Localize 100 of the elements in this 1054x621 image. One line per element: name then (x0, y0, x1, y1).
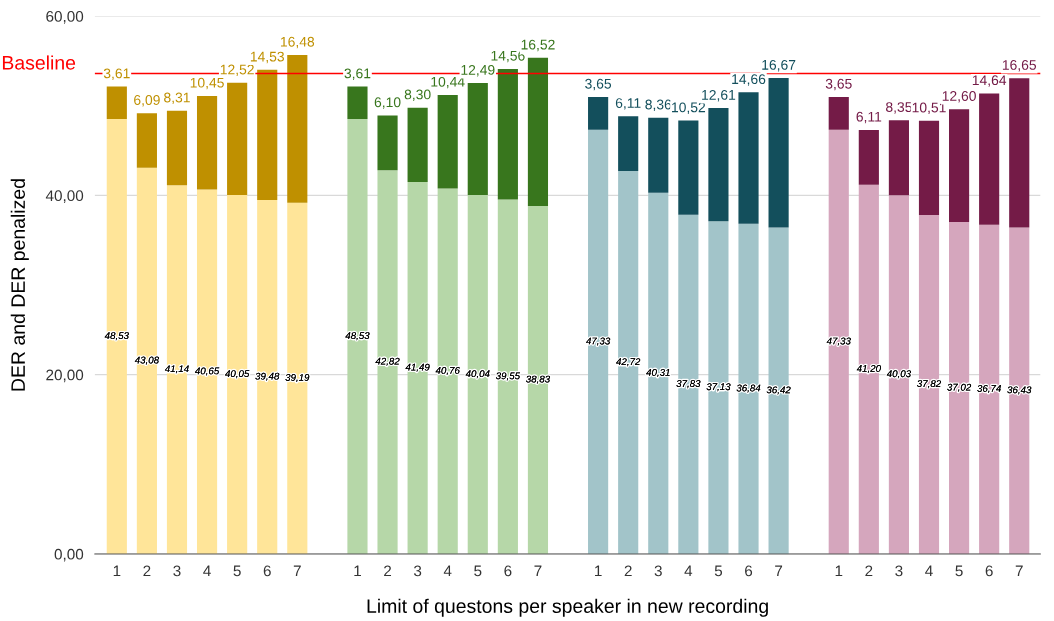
data-label: 40,03 (886, 370, 911, 379)
bar (858, 129, 879, 185)
bar (918, 120, 940, 215)
data-label: 8,35 (886, 102, 912, 114)
data-label: 39,48 (255, 372, 280, 381)
x-tick-label: 5 (474, 565, 482, 577)
data-label: 47,33 (826, 337, 851, 346)
bar (1009, 227, 1030, 554)
data-label: 6,10 (374, 97, 401, 109)
x-tick-label: 2 (384, 565, 392, 577)
data-label: 8,36 (645, 99, 672, 112)
bar (738, 223, 759, 554)
data-label: 3,65 (825, 78, 852, 91)
y-tick-label: 60,00 (46, 11, 84, 24)
x-tick-label: 3 (173, 565, 181, 577)
data-label: 39,19 (285, 374, 310, 383)
bar (828, 96, 849, 130)
bar (166, 110, 188, 186)
data-label: 47,33 (586, 337, 611, 346)
bar (979, 224, 1000, 554)
data-label: 38,83 (526, 375, 551, 384)
bar (768, 78, 789, 228)
bar (588, 129, 609, 554)
data-label: 40,65 (194, 367, 220, 376)
bar (618, 116, 639, 172)
bar (858, 184, 879, 554)
data-label: 36,42 (766, 386, 791, 395)
data-label: 41,49 (405, 363, 430, 372)
bar (949, 109, 970, 223)
data-label: 6,11 (856, 111, 882, 124)
bar (979, 93, 1000, 225)
data-label: 14,56 (491, 50, 525, 63)
data-label: 10,45 (190, 77, 224, 90)
data-label: 39,55 (495, 372, 521, 381)
data-label: 12,52 (220, 64, 254, 77)
data-label: 3,61 (103, 68, 130, 80)
data-label: 42,72 (616, 358, 641, 367)
bar (287, 54, 308, 203)
x-tick-label: 1 (354, 565, 361, 577)
x-tick-label: 5 (955, 565, 963, 577)
bar (347, 118, 368, 554)
x-axis-title: Limit of questons per speaker in new recording (367, 598, 768, 617)
bar (618, 171, 639, 554)
x-tick-label: 7 (775, 565, 783, 577)
data-label: 16,48 (280, 36, 315, 49)
data-label: 40,31 (646, 369, 670, 378)
data-label: 36,74 (977, 385, 1001, 394)
x-tick-label: 4 (443, 565, 452, 577)
data-label: 6,09 (134, 95, 160, 107)
ref-line-label: Baseline (2, 55, 76, 70)
data-label: 40,76 (435, 366, 460, 376)
bar (888, 195, 909, 554)
x-tick-label: 7 (534, 565, 542, 577)
bar (257, 69, 278, 201)
bar (708, 221, 729, 554)
bar (738, 92, 759, 224)
data-label: 40,04 (465, 370, 490, 379)
y-axis-title: DER and DER penalized (10, 179, 29, 391)
data-label: 10,44 (431, 76, 465, 89)
y-tick-label: 40,00 (45, 190, 84, 203)
data-label: 10,52 (672, 102, 706, 114)
bar (377, 115, 398, 171)
bar (648, 117, 669, 193)
bar (678, 120, 699, 215)
data-label: 41,14 (164, 365, 189, 374)
y-tick-label: 0,00 (54, 548, 84, 562)
bar (497, 68, 518, 200)
x-tick-label: 1 (835, 565, 843, 577)
x-tick-label: 2 (624, 565, 632, 577)
x-tick-label: 4 (684, 565, 693, 577)
data-label: 41,20 (856, 365, 881, 374)
bar (407, 182, 428, 554)
data-label: 14,53 (250, 51, 284, 64)
data-label: 12,61 (702, 89, 736, 102)
x-tick-label: 7 (293, 565, 301, 577)
bar (287, 202, 308, 554)
data-label: 43,08 (134, 356, 160, 365)
x-tick-label: 3 (413, 565, 422, 577)
bar (768, 227, 789, 554)
data-label: 12,60 (942, 91, 976, 103)
bar (136, 113, 157, 168)
x-tick-label: 1 (113, 565, 121, 577)
bar (377, 170, 398, 554)
bar (527, 205, 549, 554)
data-label: 14,66 (732, 74, 766, 86)
data-label: 48,53 (345, 332, 370, 341)
bar (918, 214, 940, 554)
x-tick-label: 2 (865, 565, 873, 577)
data-label: 36,84 (736, 384, 761, 393)
data-label: 3,61 (344, 68, 371, 80)
data-label: 48,53 (104, 332, 129, 341)
data-label: 36,43 (1007, 386, 1032, 395)
data-label: 14,64 (972, 75, 1007, 87)
data-label: 8,31 (164, 92, 190, 105)
bar (437, 95, 458, 189)
bar (648, 192, 669, 554)
data-label: 42,82 (375, 357, 400, 366)
bar (888, 120, 909, 196)
x-tick-label: 1 (595, 565, 602, 577)
bar (407, 107, 428, 183)
